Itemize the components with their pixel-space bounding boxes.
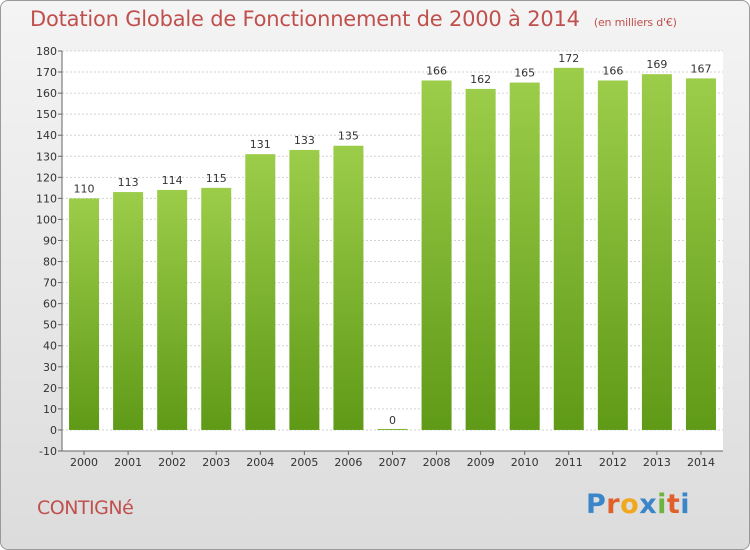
y-tick-label: 100 xyxy=(36,213,57,226)
unit-note: (en milliers d'€) xyxy=(593,16,677,29)
y-tick-label: 130 xyxy=(36,150,57,163)
proxiti-logo: Proxiti xyxy=(586,489,690,520)
bar xyxy=(113,192,144,430)
bar xyxy=(465,88,496,430)
y-tick-label: 30 xyxy=(43,361,57,374)
bars: 110 113 114 115 131 133 135 0 166 162 165 172 166 169… xyxy=(69,52,716,430)
x-tick-label: 2006 xyxy=(334,456,362,469)
x-tick-label: 2001 xyxy=(114,456,142,469)
x-tick-label: 2012 xyxy=(599,456,627,469)
data-label: 113 xyxy=(118,176,139,189)
data-label: 162 xyxy=(470,73,491,86)
data-label: 166 xyxy=(602,64,623,77)
data-label: 133 xyxy=(294,134,315,147)
y-tick-label: 150 xyxy=(36,108,57,121)
y-tick-label: -10 xyxy=(39,445,57,458)
logo-letter: r xyxy=(606,489,621,520)
y-tick-label: 20 xyxy=(43,382,57,395)
x-tick-label: 2011 xyxy=(555,456,583,469)
y-tick-label: 170 xyxy=(36,66,57,79)
logo-letter: t xyxy=(666,489,681,520)
x-tick-label: 2007 xyxy=(379,456,407,469)
bar xyxy=(641,74,672,430)
x-tick-label: 2003 xyxy=(202,456,230,469)
bar xyxy=(421,80,452,430)
data-label: 115 xyxy=(206,172,227,185)
y-tick-label: 160 xyxy=(36,87,57,100)
bar xyxy=(201,187,232,430)
data-label: 167 xyxy=(690,62,711,75)
data-label: 172 xyxy=(558,52,579,65)
chart-title: Dotation Globale de Fonctionnement de 20… xyxy=(30,7,677,31)
y-tick-label: 60 xyxy=(43,298,57,311)
bar xyxy=(245,154,276,430)
bar xyxy=(685,78,716,430)
chart-title-text: Dotation Globale de Fonctionnement de 20… xyxy=(30,7,580,31)
y-tick-label: 180 xyxy=(36,45,57,58)
bar xyxy=(509,82,540,430)
logo-letter: i xyxy=(657,489,667,520)
y-tick-label: 70 xyxy=(43,277,57,290)
bar xyxy=(553,67,584,430)
y-tick-label: 140 xyxy=(36,129,57,142)
data-label: 131 xyxy=(250,138,271,151)
logo-letter: P xyxy=(586,489,607,520)
bar xyxy=(333,145,364,430)
y-tick-label: 80 xyxy=(43,256,57,269)
commune-name: CONTIGNé xyxy=(37,497,134,519)
logo-letter: o xyxy=(620,489,640,520)
data-label: 135 xyxy=(338,130,359,143)
y-tick-label: 120 xyxy=(36,171,57,184)
x-tick-label: 2004 xyxy=(246,456,274,469)
x-tick-label: 2005 xyxy=(290,456,318,469)
x-tick-label: 2009 xyxy=(467,456,495,469)
data-label: 110 xyxy=(74,182,95,195)
bar xyxy=(69,198,100,430)
bar xyxy=(157,189,188,430)
x-axis: 2000 2001 2002 2003 2004 2005 2006 2007 2008 2009… xyxy=(62,450,723,469)
y-tick-label: 0 xyxy=(50,424,57,437)
data-label: 114 xyxy=(162,174,183,187)
bar xyxy=(289,149,320,430)
y-tick-label: 90 xyxy=(43,234,57,247)
logo-letter: i xyxy=(680,489,691,520)
data-label: 169 xyxy=(646,58,667,71)
x-tick-label: 2010 xyxy=(511,456,539,469)
x-tick-label: 2008 xyxy=(423,456,451,469)
data-label: 166 xyxy=(426,64,447,77)
x-tick-label: 2013 xyxy=(643,456,671,469)
y-tick-label: 10 xyxy=(43,403,57,416)
bar xyxy=(377,428,408,430)
x-tick-label: 2002 xyxy=(158,456,186,469)
x-tick-label: 2000 xyxy=(70,456,98,469)
bar xyxy=(597,80,628,430)
y-tick-label: 40 xyxy=(43,340,57,353)
y-tick-label: 110 xyxy=(36,192,57,205)
data-label: 0 xyxy=(389,414,396,427)
y-tick-label: 50 xyxy=(43,319,57,332)
x-tick-label: 2014 xyxy=(687,456,715,469)
logo-letter: x xyxy=(639,489,658,520)
y-axis: -10 0 10 20 30 40 50 60 70 80 90 100 110 120 130 140 150… xyxy=(36,45,63,458)
data-label: 165 xyxy=(514,67,535,80)
